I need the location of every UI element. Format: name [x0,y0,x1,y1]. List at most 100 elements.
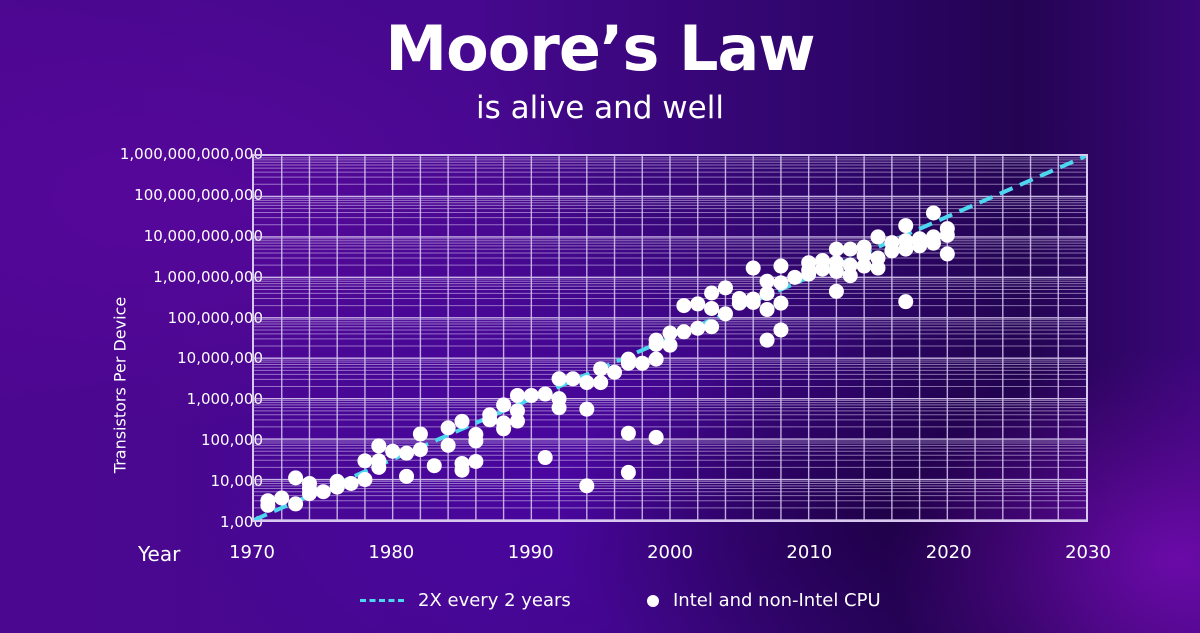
data-point [828,255,844,271]
data-point [537,450,553,466]
y-tick-label: 10,000 [210,472,264,491]
data-point [925,235,941,251]
data-point [912,238,928,254]
x-tick-label: 2000 [647,542,693,563]
scatter-points [260,205,955,513]
y-tick-label: 1,000,000 [186,390,263,409]
x-tick-label: 2010 [786,542,833,563]
chart-title: Moore’s Law [385,12,815,85]
data-point [759,332,775,348]
data-point [870,260,886,276]
data-point [925,205,941,221]
data-point [371,438,387,454]
data-point [842,257,858,273]
data-point [426,458,442,474]
data-point [717,306,733,322]
data-point [731,290,747,306]
data-point [315,484,331,500]
dot-icon [647,594,659,607]
data-point [648,332,664,348]
data-point [676,324,692,340]
data-point [676,298,692,314]
data-point [620,464,636,480]
data-point [288,470,304,486]
dashed-line-icon [360,599,404,602]
data-point [385,443,401,459]
data-point [773,295,789,311]
data-point [301,475,317,491]
data-point [399,445,415,461]
data-point [454,413,470,429]
data-point [509,413,525,429]
data-point [620,355,636,371]
y-tick-label: 100,000,000,000 [134,185,263,204]
data-point [870,229,886,245]
legend-points-label: Intel and non-Intel CPU [673,590,881,611]
legend-trend-label: 2X every 2 years [418,590,571,611]
chart-subtitle: is alive and well [476,90,724,126]
data-point [648,351,664,367]
data-point [759,273,775,289]
data-point [745,260,761,276]
plot-svg [254,156,1086,520]
data-point [620,425,636,441]
data-point [509,387,525,403]
data-point [496,421,512,437]
data-point [842,241,858,257]
y-tick-label: 10,000,000,000 [143,226,263,245]
data-point [787,269,803,285]
legend-item-trend: 2X every 2 years [360,590,571,611]
data-point [704,319,720,335]
data-point [274,490,290,506]
y-tick-label: 1,000,000,000,000 [119,145,263,163]
data-point [399,468,415,484]
data-point [523,387,539,403]
data-point [593,375,609,391]
data-point [468,453,484,469]
data-point [288,496,304,512]
data-point [357,472,373,488]
data-point [454,462,470,478]
data-point [939,246,955,262]
data-point [579,375,595,391]
data-point [329,473,345,489]
data-point [551,371,567,387]
trend-line [254,156,1086,520]
data-point [593,361,609,377]
y-tick-label: 100,000,000 [167,308,263,327]
data-point [704,285,720,301]
data-point [440,437,456,453]
data-point [607,364,623,380]
y-tick-label: 1,000,000,000 [153,267,263,286]
x-axis-label: Year [138,542,181,566]
data-point [260,493,276,509]
data-point [842,268,858,284]
data-point [773,275,789,291]
data-point [496,397,512,413]
data-point [412,426,428,442]
x-tick-label: 2030 [1065,542,1111,563]
data-point [690,320,706,336]
data-point [634,355,650,371]
data-point [537,386,553,402]
data-point [551,400,567,416]
data-point [579,478,595,494]
data-point [856,247,872,263]
plot-area [252,154,1088,522]
data-point [704,300,720,316]
x-tick-label: 1990 [507,542,554,563]
data-point [759,285,775,301]
data-point [773,322,789,338]
data-point [371,459,387,475]
y-axis-label: Transistors Per Device [110,296,130,474]
data-point [884,243,900,259]
x-tick-label: 2020 [925,542,972,563]
data-point [773,258,789,274]
data-point [717,280,733,296]
data-point [939,227,955,243]
data-point [440,420,456,436]
x-tick-label: 1980 [368,542,415,563]
data-point [856,258,872,274]
data-point [898,294,914,310]
data-point [828,241,844,257]
